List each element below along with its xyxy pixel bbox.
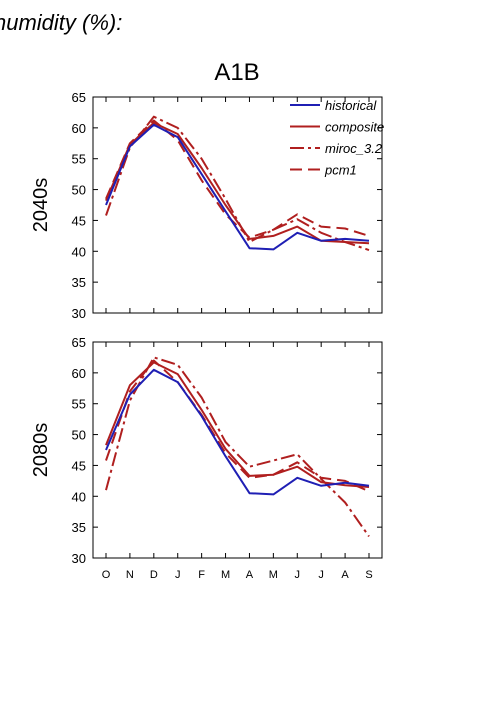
series-line-pcm1 (105, 119, 370, 239)
y-tick-label: 65 (72, 335, 86, 350)
header-text: humidity (%): (0, 10, 122, 35)
panel-label: 2040s (30, 178, 52, 233)
x-tick-label: J (318, 569, 324, 581)
y-tick-label: 60 (72, 121, 86, 136)
y-tick-label: 35 (72, 275, 86, 290)
panel-2040s: 2040s 30 35 40 45 50 55 60 65 historical composite… (30, 90, 384, 321)
series-line-miroc-3-2 (105, 356, 370, 537)
legend-label: historical (325, 98, 377, 113)
x-tick-label: J (295, 569, 301, 581)
x-tick-label: D (150, 569, 158, 581)
chart-title: A1B (214, 59, 259, 86)
y-tick-label: 40 (72, 244, 86, 259)
x-tick-label: A (246, 569, 254, 581)
x-tick-label: F (198, 569, 205, 581)
panel-label: 2080s (30, 423, 52, 478)
series-line-composite (105, 361, 370, 488)
y-tick-label: 30 (72, 551, 86, 566)
y-tick-label: 50 (72, 183, 86, 198)
y-tick-label: 55 (72, 152, 86, 167)
legend-label: miroc_3.2 (325, 141, 383, 156)
x-tick-label: M (269, 569, 278, 581)
x-tick-label: A (341, 569, 349, 581)
series-line-historical (105, 123, 370, 251)
legend-label: pcm1 (324, 163, 357, 178)
plot-frame (92, 341, 383, 559)
x-tick-label: M (221, 569, 230, 581)
legend: historical composite miroc_3.2 pcm1 (290, 98, 384, 178)
y-tick-label: 50 (72, 428, 86, 443)
plot-frame (92, 96, 383, 314)
panel-2080s: 2080s 30 35 40 45 50 55 60 65 O N D J F M A M J J A S (30, 335, 383, 581)
x-tick-label: O (102, 569, 111, 581)
chart-panels: 2040s 30 35 40 45 50 55 60 65 historical composite… (30, 90, 384, 581)
x-tick-label: J (175, 569, 181, 581)
series-line-historical (105, 368, 370, 496)
series-line-pcm1 (105, 359, 370, 493)
y-tick-label: 30 (72, 306, 86, 321)
y-tick-label: 45 (72, 458, 86, 473)
y-tick-label: 55 (72, 397, 86, 412)
legend-label: composite (325, 120, 384, 135)
y-tick-label: 45 (72, 213, 86, 228)
x-tick-label: S (365, 569, 372, 581)
y-tick-label: 40 (72, 489, 86, 504)
y-tick-label: 65 (72, 90, 86, 105)
y-tick-label: 60 (72, 366, 86, 381)
y-tick-label: 35 (72, 520, 86, 535)
series-line-miroc-3-2 (105, 115, 370, 252)
x-tick-label: N (126, 569, 134, 581)
